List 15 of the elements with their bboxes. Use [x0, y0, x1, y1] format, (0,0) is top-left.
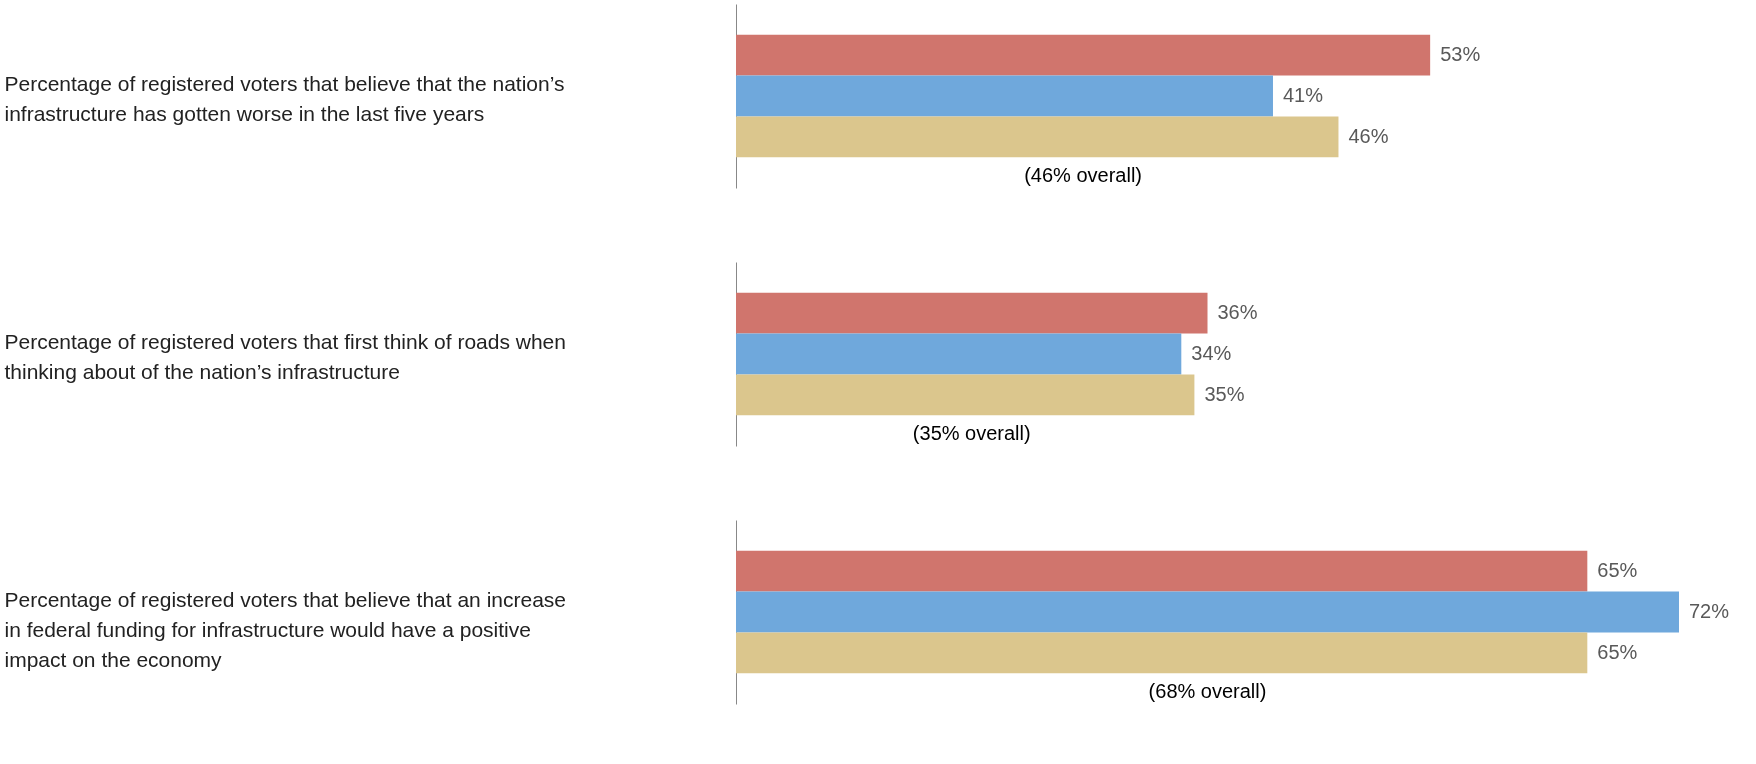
- data-label: 36%: [1217, 301, 1258, 324]
- annotation: (46% overall): [1024, 164, 1142, 186]
- data-label: 41%: [1282, 84, 1324, 106]
- data-label: 34%: [1191, 342, 1232, 364]
- y-axis-title: Percentage of registered voters that believe that an increase in federal funding for infrastructure would have a positive impact on the economy: [4, 587, 567, 671]
- data-label: 46%: [1348, 124, 1389, 147]
- data-label: 65%: [1597, 559, 1638, 582]
- y-axis-title: Percentage of registered voters that first think of roads when thinking about of the nation’s infrastructure: [4, 329, 566, 383]
- data-label: 35%: [1204, 382, 1245, 405]
- data-label: 53%: [1440, 43, 1481, 66]
- y-axis-title: Percentage of registered voters that believe that the nation’s infrastructure has gotten worse in the last five years: [4, 71, 565, 125]
- data-label: 72%: [1689, 600, 1730, 622]
- data-label: 65%: [1597, 640, 1638, 663]
- annotation: (68% overall): [1148, 680, 1267, 702]
- annotation: (35% overall): [912, 422, 1031, 444]
